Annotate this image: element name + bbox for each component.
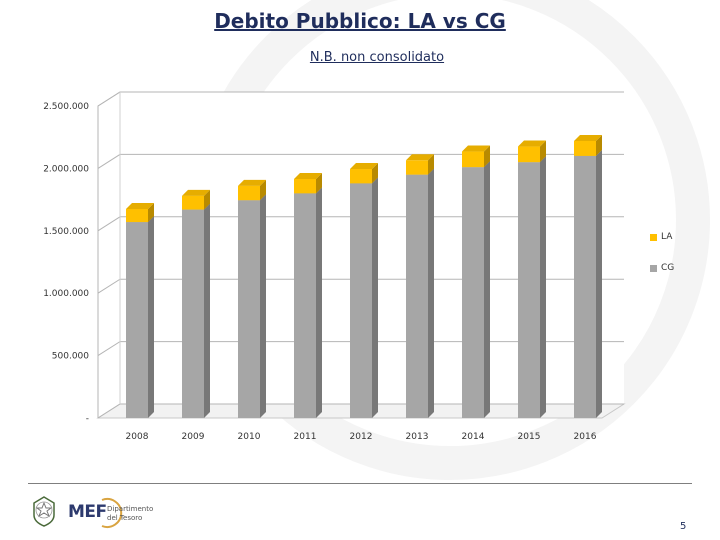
x-tick-label: 2016	[574, 432, 597, 442]
bar-cg-2015	[518, 162, 540, 418]
debt-bar-chart: - 500.000 1.000.000 1.500.000 2.000.000 2.500…	[43, 91, 626, 442]
x-tick-label: 2014	[462, 432, 485, 442]
bar-la-2010	[238, 185, 260, 201]
y-tick-label: 2.500.000	[43, 102, 89, 112]
department-line-1: Dipartimento	[107, 505, 154, 513]
mef-logo-icon	[101, 498, 123, 528]
bar-la-2010-side	[260, 179, 266, 201]
x-tick-label: 2010	[238, 432, 261, 442]
bar-la-2013	[406, 160, 428, 175]
bar-la-2014-top	[462, 145, 490, 152]
x-tick-label: 2012	[350, 432, 373, 442]
bar-la-2016-top	[574, 134, 602, 141]
page-title: Debito Pubblico: LA vs CG	[214, 9, 506, 33]
bar-la-2013-side	[428, 154, 434, 175]
department-line-2: del Tesoro	[107, 514, 143, 522]
legend-swatch-la	[650, 233, 657, 241]
bar-cg-2012-side	[372, 177, 378, 418]
bar-la-2016	[574, 140, 596, 156]
mef-logo-text: MEF	[68, 502, 107, 522]
bar-la-2012-top	[350, 163, 378, 170]
bar-la-2008-top	[126, 202, 154, 209]
bar-la-2011-top	[294, 173, 322, 180]
bar-cg-2016	[574, 155, 596, 419]
bar-cg-2008	[126, 222, 148, 418]
republic-emblem-icon	[33, 496, 55, 527]
bar-la-2015-top	[518, 140, 546, 147]
bar-la-2015	[518, 146, 540, 163]
page-subtitle: N.B. non consolidato	[309, 50, 445, 65]
y-axis-line	[97, 91, 121, 418]
bar-cg-2008-side	[148, 216, 154, 418]
legend-swatch-cg	[650, 264, 657, 272]
y-tick-label: 2.000.000	[43, 164, 89, 174]
y-tick-label: 500.000	[52, 352, 89, 362]
bar-la-2012	[350, 169, 372, 184]
y-tick-label: -	[86, 414, 89, 424]
legend-item-la: LA	[650, 230, 674, 244]
bar-la-2008-side	[148, 202, 154, 223]
bar-cg-2012	[350, 183, 372, 418]
bar-la-2009-top	[182, 189, 210, 196]
bar-la-2012-side	[372, 163, 378, 184]
x-tick-label: 2015	[518, 432, 541, 442]
bar-cg-2011	[294, 193, 316, 418]
bar-cg-2009-side	[204, 203, 210, 418]
page-number: 5	[680, 521, 687, 532]
bar-cg-2015-side	[540, 156, 546, 418]
legend-label-la: LA	[661, 232, 673, 242]
bar-la-2011-side	[316, 173, 322, 194]
legend-label-cg: CG	[661, 263, 675, 273]
bar-la-2016-side	[596, 134, 602, 156]
bar-cg-2016-side	[596, 149, 602, 419]
bar-la-2015-side	[540, 140, 546, 163]
bar-cg-2013	[406, 174, 428, 418]
bar-cg-2014-side	[484, 161, 490, 418]
bar-la-2010-top	[238, 179, 266, 186]
bar-cg-2014	[462, 167, 484, 418]
bar-cg-2010-side	[260, 194, 266, 418]
bar-la-2008	[126, 208, 148, 223]
chart-legend: LA CG	[650, 230, 674, 292]
bar-la-2009-side	[204, 189, 210, 210]
bar-la-2014	[462, 151, 484, 168]
bar-la-2014-side	[484, 145, 490, 168]
x-tick-label: 2009	[182, 432, 205, 442]
bar-la-2011	[294, 179, 316, 194]
footer-divider	[28, 483, 692, 484]
bar-cg-2011-side	[316, 187, 322, 418]
bar-cg-2009	[182, 209, 204, 418]
department-label: Dipartimento del Tesoro	[107, 505, 153, 523]
bar-la-2013-top	[406, 154, 434, 161]
x-tick-label: 2008	[126, 432, 149, 442]
bar-cg-2010	[238, 200, 260, 418]
bar-la-2009	[182, 195, 204, 210]
bar-cg-2013-side	[428, 168, 434, 418]
y-tick-label: 1.000.000	[43, 289, 89, 299]
x-tick-label: 2011	[294, 432, 317, 442]
legend-item-cg: CG	[650, 261, 674, 275]
y-tick-label: 1.500.000	[43, 227, 89, 237]
x-tick-label: 2013	[406, 432, 429, 442]
